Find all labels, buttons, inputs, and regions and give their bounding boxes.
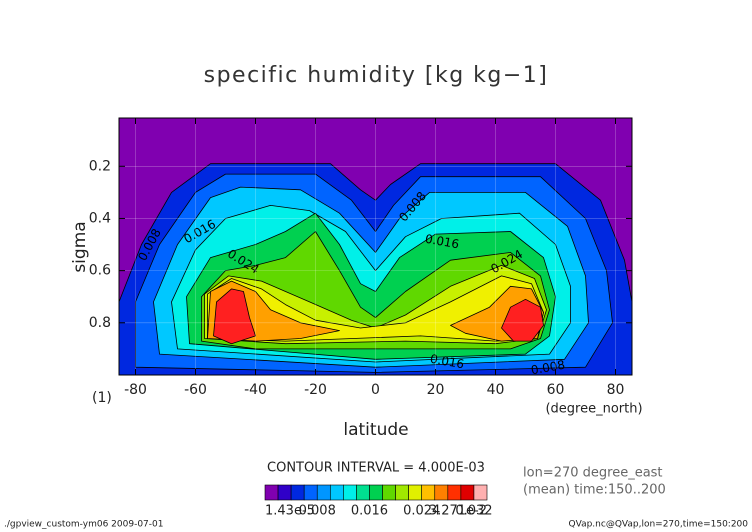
colorbar-box — [408, 484, 423, 501]
colorbar-box — [290, 484, 305, 501]
colorbar-box — [316, 484, 331, 501]
colorbar-box — [395, 484, 409, 501]
chart-title: specific humidity [kg kg−1] — [204, 63, 549, 88]
y-tick-label: 0.4 — [89, 210, 111, 226]
y-tick-label: 0.8 — [89, 315, 111, 331]
colorbar-box — [382, 484, 396, 501]
x-tick-label: 60 — [547, 382, 565, 398]
colorbar-box — [473, 484, 488, 501]
x-tick-label: -40 — [244, 382, 267, 398]
y-unit: (1) — [92, 390, 112, 406]
colorbar-box — [460, 484, 475, 501]
colorbar-box — [434, 484, 449, 501]
contour-fill — [501, 298, 544, 342]
x-tick-label: 0 — [371, 382, 380, 398]
x-axis-label: latitude — [343, 420, 408, 440]
x-tick-label: -60 — [184, 382, 207, 398]
y-tick-label: 0.2 — [89, 158, 111, 174]
x-tick-label: 40 — [487, 382, 505, 398]
y-tick-label: 0.6 — [89, 263, 111, 279]
colorbar-tick-label: 3.271e-2 — [429, 504, 487, 519]
colorbar-tick-label: 0.008 — [299, 504, 336, 519]
colorbar-box — [356, 484, 370, 501]
footer-left: ./gpview_custom-ym06 2009-07-01 — [4, 520, 164, 530]
footer-right: QVap.nc@QVap,lon=270,time=150:200 — [569, 520, 749, 530]
contour-fill — [213, 288, 256, 345]
colorbar-box — [277, 484, 292, 501]
colorbar-box — [369, 484, 383, 501]
colorbar-tick-label: 0.032 — [455, 504, 492, 519]
colorbar-box — [329, 484, 344, 501]
colorbar-box — [343, 484, 357, 501]
colorbar-box — [447, 484, 462, 501]
colorbar-tick-label: 0.024 — [403, 504, 440, 519]
contour-label: 0.016 — [424, 232, 460, 252]
note: (mean) time:150..200 — [523, 483, 666, 498]
note: lon=270 degree_east — [523, 466, 663, 481]
x-tick-label: -80 — [124, 382, 147, 398]
contour-interval: CONTOUR INTERVAL = 4.000E-03 — [267, 461, 485, 476]
y-axis-label: sigma — [70, 221, 90, 272]
x-tick-label: 20 — [427, 382, 445, 398]
colorbar-box — [264, 484, 279, 501]
x-tick-label: -20 — [304, 382, 327, 398]
colorbar-box — [421, 484, 436, 501]
contour-label: 0.016 — [429, 352, 465, 372]
colorbar-tick-label: 1.43e-5 — [265, 504, 315, 519]
colorbar-tick-label: 0.016 — [351, 504, 388, 519]
colorbar-box — [303, 484, 318, 501]
x-unit: (degree_north) — [545, 402, 642, 417]
x-tick-label: 80 — [607, 382, 625, 398]
contour-label: 0.008 — [530, 358, 566, 378]
plot-frame — [118, 117, 633, 376]
